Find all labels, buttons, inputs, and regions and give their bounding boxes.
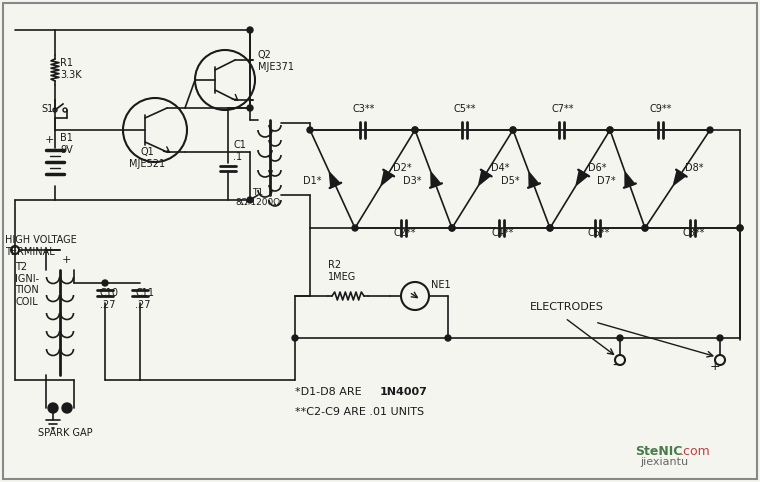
Circle shape: [607, 127, 613, 133]
Text: **C2-C9 ARE .01 UNITS: **C2-C9 ARE .01 UNITS: [295, 407, 424, 417]
Circle shape: [510, 127, 516, 133]
Circle shape: [642, 225, 648, 231]
Text: D2*: D2*: [393, 163, 412, 173]
Text: T2
IGNI-
TION
COIL: T2 IGNI- TION COIL: [15, 262, 39, 307]
Text: D4*: D4*: [490, 163, 509, 173]
Text: D6*: D6*: [588, 163, 606, 173]
Circle shape: [547, 225, 553, 231]
Circle shape: [445, 335, 451, 341]
Text: D7*: D7*: [597, 176, 616, 186]
Text: 1N4007: 1N4007: [380, 387, 428, 397]
Text: C10
.27: C10 .27: [100, 288, 119, 310]
Circle shape: [247, 27, 253, 33]
Polygon shape: [529, 173, 539, 187]
Text: Q2
MJE371: Q2 MJE371: [258, 51, 294, 72]
Circle shape: [102, 280, 108, 286]
Circle shape: [352, 225, 358, 231]
Circle shape: [412, 127, 418, 133]
Text: T1
8Ω:1200Ω: T1 8Ω:1200Ω: [236, 187, 280, 207]
Polygon shape: [673, 171, 686, 185]
Circle shape: [617, 335, 623, 341]
Text: SPARK GAP: SPARK GAP: [38, 428, 93, 438]
Text: Q1
MJE521: Q1 MJE521: [129, 147, 165, 169]
Text: S1: S1: [41, 104, 53, 114]
Text: C5**: C5**: [454, 104, 477, 114]
Text: HIGH VOLTAGE
TERMINAL: HIGH VOLTAGE TERMINAL: [5, 235, 77, 257]
Text: D3*: D3*: [404, 176, 422, 186]
Polygon shape: [431, 173, 441, 187]
Polygon shape: [330, 173, 340, 187]
Text: jiexiantu: jiexiantu: [640, 457, 688, 467]
Text: B1
9V: B1 9V: [60, 134, 73, 155]
Circle shape: [62, 403, 72, 413]
Circle shape: [449, 225, 455, 231]
Text: ELECTRODES: ELECTRODES: [530, 302, 604, 312]
Polygon shape: [479, 171, 490, 185]
Text: C9**: C9**: [650, 104, 673, 114]
Circle shape: [737, 225, 743, 231]
Circle shape: [292, 335, 298, 341]
Text: C3**: C3**: [353, 104, 375, 114]
Circle shape: [510, 127, 516, 133]
Polygon shape: [382, 171, 393, 185]
Circle shape: [547, 225, 553, 231]
Circle shape: [247, 197, 253, 203]
Text: SteNIC: SteNIC: [635, 445, 682, 458]
Circle shape: [307, 127, 313, 133]
Circle shape: [642, 225, 648, 231]
Text: .com: .com: [680, 445, 711, 458]
Circle shape: [717, 335, 723, 341]
Text: NE1: NE1: [431, 280, 451, 290]
Text: R1
3.3K: R1 3.3K: [60, 58, 81, 80]
Circle shape: [48, 403, 58, 413]
Text: C11
.27: C11 .27: [135, 288, 154, 310]
Text: +: +: [62, 255, 71, 265]
Text: C8**: C8**: [682, 228, 705, 238]
Circle shape: [247, 105, 253, 111]
Text: -: -: [613, 359, 617, 373]
Text: C7**: C7**: [552, 104, 574, 114]
Polygon shape: [576, 171, 587, 185]
Circle shape: [412, 127, 418, 133]
Polygon shape: [625, 173, 635, 187]
Circle shape: [707, 127, 713, 133]
Circle shape: [737, 225, 743, 231]
Text: D5*: D5*: [502, 176, 520, 186]
Text: +: +: [710, 360, 720, 373]
Text: C1
.1: C1 .1: [233, 140, 246, 162]
Text: C6**: C6**: [587, 228, 610, 238]
Circle shape: [449, 225, 455, 231]
Text: *D1-D8 ARE: *D1-D8 ARE: [295, 387, 365, 397]
Text: C2**: C2**: [394, 228, 416, 238]
Text: D8*: D8*: [686, 163, 704, 173]
Circle shape: [607, 127, 613, 133]
Text: +: +: [45, 135, 55, 145]
Text: D1*: D1*: [302, 176, 321, 186]
Text: R2
1MEG: R2 1MEG: [328, 260, 356, 282]
Text: C4**: C4**: [491, 228, 513, 238]
